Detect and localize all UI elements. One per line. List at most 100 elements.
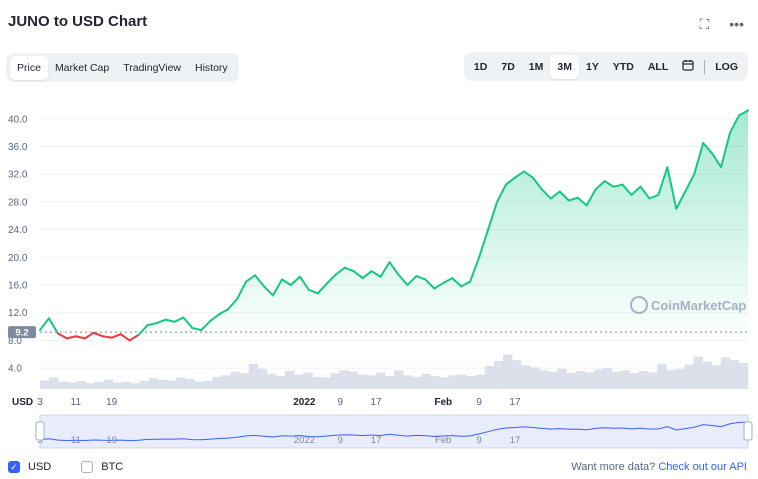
price-line-segment [558, 190, 570, 202]
price-line-segment [513, 170, 525, 179]
price-line-segment [254, 274, 266, 288]
volume-bar [94, 381, 104, 389]
price-line-segment [505, 176, 516, 186]
x-tick-label: 3 [37, 397, 43, 408]
price-line-segment [487, 200, 499, 231]
volume-bar [312, 376, 322, 389]
navigator-handle-left[interactable] [35, 421, 45, 441]
price-line-segment [540, 188, 552, 200]
navigator-tick-label: 2022 [294, 435, 315, 446]
volume-bar [729, 360, 740, 389]
x-axis-unit-label: USD [12, 397, 33, 408]
price-line-segment [693, 142, 705, 176]
volume-bar [167, 380, 177, 389]
tab-tradingview[interactable]: TradingView [123, 61, 181, 74]
price-line-segment [110, 333, 122, 339]
price-line-segment [209, 313, 221, 323]
price-line-segment [478, 228, 490, 259]
y-tick-label: 36.0 [8, 142, 28, 153]
range-3m[interactable]: 3M [550, 54, 579, 79]
range-divider [704, 59, 706, 74]
price-line-segment [65, 335, 77, 340]
range-1y[interactable]: 1Y [585, 60, 599, 73]
price-chart[interactable]: 4.0 8.0 12.0 16.0 20.0 24.0 28.0 32.0 36.0 40.0 9.… [0, 90, 758, 455]
btc-label: BTC [101, 461, 124, 473]
navigator-tick-label: 9 [338, 435, 343, 446]
price-line-segment [74, 335, 86, 340]
calendar-icon[interactable] [675, 53, 701, 80]
usd-checkbox[interactable]: ✓ [8, 461, 20, 473]
navigator-tick-label: 9 [476, 435, 481, 446]
price-line-segment [101, 335, 113, 339]
log-scale-toggle[interactable]: LOG [715, 60, 738, 73]
volume-bar [384, 376, 395, 389]
price-line-segment [316, 282, 328, 295]
volume-bar [339, 370, 349, 389]
more-icon[interactable]: ••• [729, 16, 744, 32]
navigator-tick-label: 11 [71, 435, 81, 446]
volume-bar [684, 364, 694, 389]
volume-bar [185, 378, 195, 389]
price-line-segment [370, 270, 382, 278]
volume-bar [566, 373, 576, 389]
expand-icon[interactable]: ⛶ [699, 16, 710, 32]
volume-bar [130, 383, 141, 389]
time-range-selector: 1D 7D 1M 3M 1Y YTD ALL LOG [463, 52, 748, 81]
price-line-segment [39, 317, 50, 332]
y-tick-label: 8.0 [8, 336, 22, 347]
price-line-segment [603, 180, 615, 188]
reference-label: 9.2 [15, 328, 28, 339]
volume-bar [394, 370, 404, 389]
api-promo: Want more data? Check out our API [571, 461, 747, 473]
volume-bar [112, 382, 122, 389]
y-tick-label: 24.0 [8, 225, 28, 236]
price-line-segment [531, 176, 543, 191]
volume-bar [139, 381, 150, 389]
volume-bar [212, 376, 222, 389]
range-1d[interactable]: 1D [473, 60, 488, 73]
tab-price[interactable]: Price [10, 55, 48, 80]
price-line-segment [549, 190, 561, 200]
y-tick-label: 32.0 [8, 170, 28, 181]
price-line-segment [433, 281, 445, 290]
price-line-segment [666, 166, 678, 210]
volume-bar [276, 376, 286, 389]
volume-bar [439, 377, 449, 389]
price-line-segment [684, 173, 696, 193]
tab-history[interactable]: History [195, 61, 228, 74]
y-tick-label: 4.0 [8, 364, 22, 375]
volume-bar [321, 377, 331, 389]
range-1m[interactable]: 1M [528, 60, 544, 73]
price-line-segment [361, 270, 373, 280]
volume-bar [348, 371, 358, 389]
volume-bar [475, 374, 486, 389]
volume-bar [248, 363, 259, 389]
tab-market-cap[interactable]: Market Cap [54, 61, 110, 74]
price-line-segment [83, 331, 95, 340]
chart-type-tabs: Price Market Cap TradingView History [6, 53, 239, 82]
price-line-segment [442, 277, 454, 284]
price-line-segment [182, 316, 194, 329]
watermark-logo [630, 296, 648, 314]
range-all[interactable]: ALL [647, 60, 669, 73]
navigator-handle-right[interactable] [743, 421, 753, 441]
price-line-segment [729, 114, 741, 134]
volume-bar [230, 371, 240, 389]
volume-bar [611, 371, 622, 389]
price-line-segment [460, 280, 472, 288]
volume-bar [620, 370, 631, 389]
reference-badge [8, 326, 36, 339]
y-tick-label: 12.0 [8, 308, 28, 319]
volume-bar [103, 379, 113, 389]
range-ytd[interactable]: YTD [612, 60, 634, 73]
volume-bar [58, 381, 68, 389]
range-7d[interactable]: 7D [501, 60, 515, 73]
volume-bar [584, 372, 594, 389]
volume-bar [521, 365, 531, 389]
volume-bar [257, 368, 268, 389]
price-line-segment [272, 278, 283, 297]
watermark-text: CoinMarketCap [651, 298, 746, 313]
btc-checkbox[interactable] [81, 461, 94, 473]
api-link[interactable]: Check out our API [658, 461, 747, 473]
price-line-segment [451, 277, 463, 288]
